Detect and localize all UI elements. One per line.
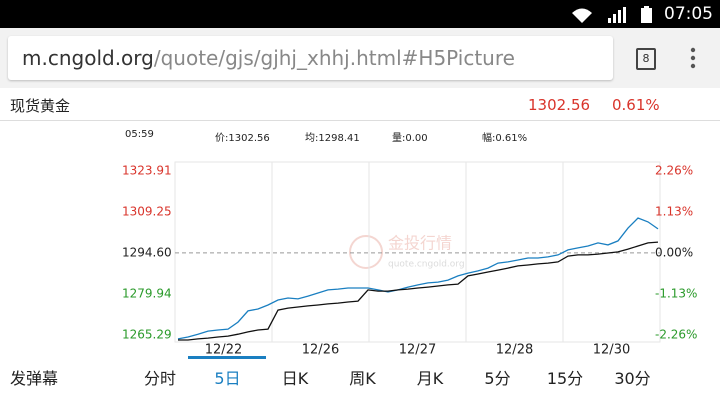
info-price: 价:1302.56 xyxy=(215,133,270,144)
x-tick-label: 12/22 xyxy=(205,343,242,358)
browser-bar: m.cngold.org/quote/gjs/gjhj_xhhj.html#H5… xyxy=(0,28,720,88)
url-field[interactable]: m.cngold.org/quote/gjs/gjhj_xhhj.html#H5… xyxy=(8,36,613,80)
watermark: 金投行情 quote.cngold.org xyxy=(349,234,465,270)
quote-price: 1302.56 xyxy=(528,96,591,114)
url-domain: m.cngold.org xyxy=(22,46,154,70)
battery-icon xyxy=(641,6,652,23)
watermark-url: quote.cngold.org xyxy=(388,260,465,270)
y2-tick-label: 0.00% xyxy=(655,245,693,259)
tab[interactable]: 日K xyxy=(281,369,309,388)
x-tick-label: 12/27 xyxy=(399,343,436,358)
info-volume: 量:0.00 xyxy=(392,133,428,144)
danmaku-button[interactable]: 发弹幕 xyxy=(10,369,59,388)
tab[interactable]: 月K xyxy=(416,369,444,388)
tab[interactable]: 30分 xyxy=(614,369,651,388)
x-tick-label: 12/30 xyxy=(593,343,630,358)
price-line xyxy=(177,217,659,340)
y2-tick-label: 1.13% xyxy=(655,204,693,218)
tab[interactable]: 15分 xyxy=(546,369,584,388)
tab-count[interactable]: 8 xyxy=(636,48,656,70)
url-path: /quote/gjs/gjhj_xhhj.html#H5Picture xyxy=(153,46,515,70)
y-tick-label: 1279.94 xyxy=(122,287,172,301)
tab[interactable]: 周K xyxy=(349,369,376,388)
url: m.cngold.org/quote/gjs/gjhj_xhhj.html#H5… xyxy=(22,46,515,70)
menu-button[interactable] xyxy=(688,46,698,70)
watermark-title: 金投行情 xyxy=(388,234,452,253)
tab[interactable]: 5分 xyxy=(484,369,511,388)
status-bar: 07:05 xyxy=(0,0,720,28)
divider xyxy=(0,120,720,121)
status-icons xyxy=(572,7,626,23)
plot-frame xyxy=(174,161,661,343)
y-tick-label: 1323.91 xyxy=(122,163,172,177)
y2-tick-label: -1.13% xyxy=(655,286,697,300)
tab-indicator xyxy=(187,356,266,359)
tab[interactable]: 5日 xyxy=(214,369,241,388)
quote-name: 现货黄金 xyxy=(10,97,71,115)
x-tick-label: 12/26 xyxy=(302,343,339,358)
tab[interactable]: 分时 xyxy=(143,369,176,388)
quote-change: 0.61% xyxy=(612,96,660,114)
info-average: 均:1298.41 xyxy=(305,133,360,144)
y2-tick-label: 2.26% xyxy=(655,164,693,178)
price-line xyxy=(178,241,659,341)
y2-tick-label: -2.26% xyxy=(655,327,697,341)
x-tick-label: 12/28 xyxy=(496,343,533,358)
y-tick-label: 1309.25 xyxy=(122,204,172,218)
y-tick-label: 1265.29 xyxy=(122,328,172,342)
info-time: 05:59 xyxy=(125,129,154,140)
y-tick-label: 1294.60 xyxy=(122,245,172,259)
watermark-logo xyxy=(349,235,383,269)
info-range: 幅:0.61% xyxy=(482,133,528,144)
clock: 07:05 xyxy=(664,4,713,24)
